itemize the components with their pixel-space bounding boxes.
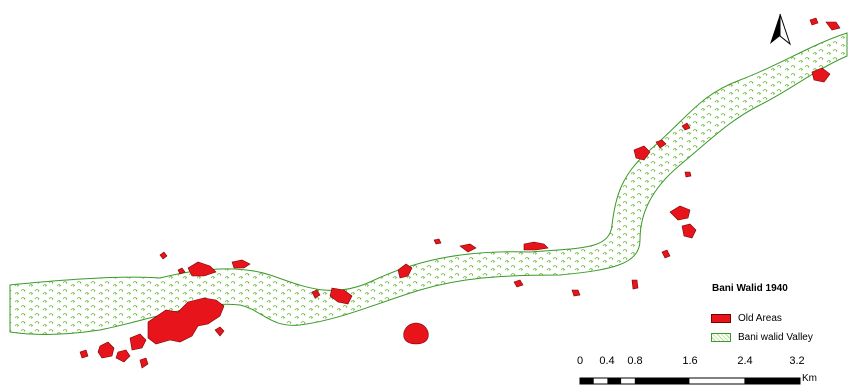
scale-label: 3.2 — [789, 355, 805, 367]
valley-swatch — [711, 333, 731, 342]
old-areas — [79, 17, 841, 369]
scale-label: 2.4 — [737, 355, 753, 367]
scale-label: 1.6 — [682, 355, 698, 367]
legend-label: Bani walid Valley — [738, 332, 813, 343]
legend-item-old-areas: Old Areas — [711, 313, 782, 324]
scale-label: 0.4 — [599, 355, 615, 367]
scale-unit: Km — [802, 373, 817, 384]
old-areas-swatch — [711, 314, 731, 323]
north-arrow-icon — [770, 13, 792, 46]
scale-bar — [579, 377, 801, 385]
legend-title: Bani Walid 1940 — [712, 283, 788, 294]
legend-item-valley: Bani walid Valley — [711, 332, 813, 343]
scale-label: 0 — [576, 355, 584, 367]
scale-label: 0.8 — [627, 355, 643, 367]
legend-label: Old Areas — [738, 313, 782, 324]
